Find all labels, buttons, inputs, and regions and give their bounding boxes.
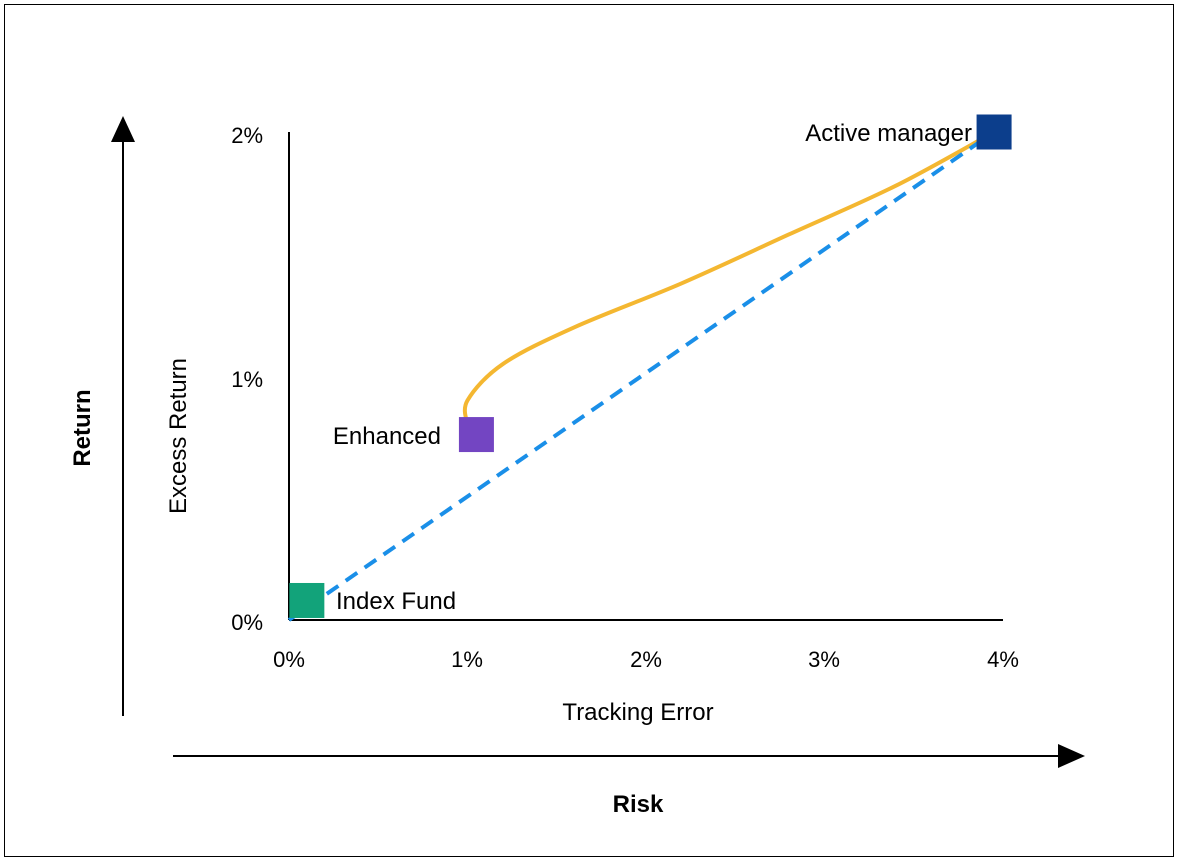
x-axis-title: Tracking Error: [562, 699, 713, 726]
x-tick-1: 1%: [451, 647, 483, 672]
x-tick-4: 4%: [987, 647, 1019, 672]
point-label-active-manager: Active manager: [805, 120, 972, 147]
x-tick-3: 3%: [808, 647, 840, 672]
point-marker-active-manager: [976, 114, 1012, 150]
risk-arrow-head: [1058, 744, 1085, 768]
chart-frame: [4, 4, 1174, 857]
y-tick-2: 2%: [231, 123, 263, 148]
efficient-curve: [462, 130, 996, 426]
outer-y-label: Return: [69, 389, 96, 466]
x-tick-2: 2%: [630, 647, 662, 672]
point-marker-enhanced: [458, 417, 494, 453]
y-tick-1: 1%: [231, 367, 263, 392]
x-tick-0: 0%: [273, 647, 305, 672]
y-tick-0: 0%: [231, 610, 263, 635]
outer-x-label: Risk: [613, 791, 664, 818]
linear-tradeoff-line: [287, 130, 996, 622]
point-label-enhanced: Enhanced: [333, 423, 441, 450]
return-arrow-head: [111, 116, 135, 142]
point-label-index-fund: Index Fund: [336, 588, 456, 615]
point-marker-index-fund: [289, 582, 325, 618]
y-axis-title: Excess Return: [165, 358, 192, 514]
